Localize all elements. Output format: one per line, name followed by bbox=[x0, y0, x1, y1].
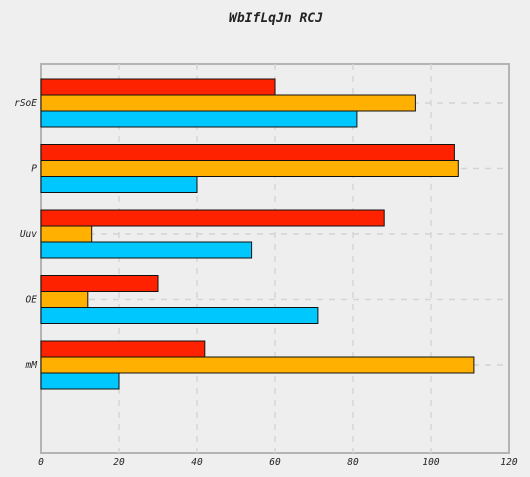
bar-P-series-2 bbox=[40, 160, 459, 177]
axis-labels: 0 20 40 60 80 100 120 rSoE P Uuv OE mM bbox=[14, 98, 518, 468]
bar-mM-series-1 bbox=[40, 340, 206, 358]
bar-rSoE-series-1 bbox=[40, 78, 276, 96]
x-tick-label: 120 bbox=[500, 457, 517, 468]
x-tick-label: 100 bbox=[422, 457, 439, 468]
category-label: P bbox=[31, 164, 37, 175]
bar-OE-series-3 bbox=[40, 307, 319, 324]
bar-rSoE-series-3 bbox=[40, 110, 358, 128]
bar-OE-series-1 bbox=[40, 275, 159, 292]
bar-Uuv-series-3 bbox=[40, 241, 253, 259]
bar-mM-series-2 bbox=[40, 356, 475, 374]
category-label: OE bbox=[26, 295, 38, 306]
bar-mM-series-3 bbox=[40, 372, 120, 390]
x-tick-label: 80 bbox=[347, 457, 359, 468]
chart-title: WbIfLqJn RCJ bbox=[229, 11, 323, 26]
category-label: mM bbox=[25, 360, 38, 371]
bar-P-series-1 bbox=[40, 144, 455, 161]
bars bbox=[40, 78, 475, 390]
x-tick-label: 60 bbox=[269, 457, 281, 468]
bar-Uuv-series-1 bbox=[40, 209, 385, 227]
x-tick-label: 40 bbox=[191, 457, 203, 468]
category-label: rSoE bbox=[14, 98, 37, 109]
bar-OE-series-2 bbox=[40, 291, 89, 308]
bar-P-series-3 bbox=[40, 176, 198, 193]
x-tick-label: 0 bbox=[38, 457, 44, 468]
bar-Uuv-series-2 bbox=[40, 225, 93, 243]
category-label: Uuv bbox=[20, 229, 37, 240]
bar-rSoE-series-2 bbox=[40, 94, 416, 112]
x-tick-label: 20 bbox=[113, 457, 125, 468]
